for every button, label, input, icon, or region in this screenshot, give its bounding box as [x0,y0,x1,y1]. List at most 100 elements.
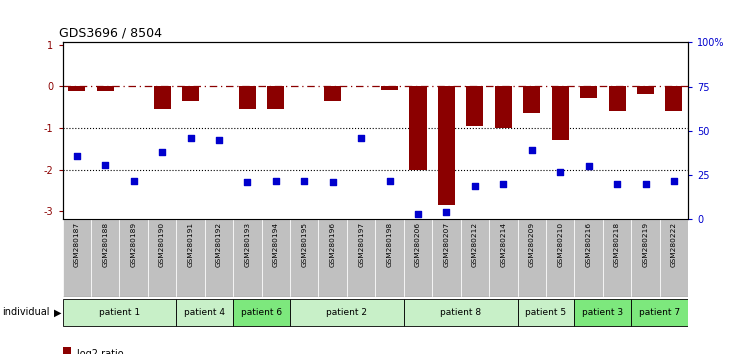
FancyBboxPatch shape [517,298,574,326]
Point [469,183,481,189]
Text: GSM280193: GSM280193 [244,222,250,267]
Bar [154,86,171,109]
Bar [381,86,398,90]
FancyBboxPatch shape [119,219,148,297]
Text: GSM280190: GSM280190 [159,222,165,267]
Bar [609,86,626,111]
FancyBboxPatch shape [546,219,574,297]
Point [99,162,111,167]
FancyBboxPatch shape [574,219,603,297]
Text: GSM280192: GSM280192 [216,222,222,267]
Point [355,135,367,141]
Text: GSM280207: GSM280207 [444,222,450,267]
Point [640,181,651,187]
FancyBboxPatch shape [404,219,432,297]
FancyBboxPatch shape [177,219,205,297]
Bar [495,86,512,128]
Point [270,178,282,183]
Point [668,178,680,183]
FancyBboxPatch shape [233,219,261,297]
Text: patient 8: patient 8 [440,308,481,317]
Bar [467,86,484,126]
Point [412,211,424,217]
Text: GSM280196: GSM280196 [330,222,336,267]
Point [441,210,453,215]
Text: GSM280191: GSM280191 [188,222,194,267]
Bar [239,86,256,109]
Text: patient 3: patient 3 [582,308,623,317]
Bar [438,86,455,205]
FancyBboxPatch shape [319,219,347,297]
FancyBboxPatch shape [63,219,91,297]
Point [498,181,509,187]
Point [526,148,538,153]
FancyBboxPatch shape [404,298,517,326]
Point [583,164,595,169]
Point [71,153,82,159]
FancyBboxPatch shape [489,219,517,297]
FancyBboxPatch shape [261,219,290,297]
Bar [665,86,682,111]
Text: GSM280216: GSM280216 [586,222,592,267]
Bar [637,86,654,94]
Point [128,178,140,183]
Text: patient 7: patient 7 [639,308,680,317]
Text: GSM280218: GSM280218 [614,222,620,267]
FancyBboxPatch shape [233,298,290,326]
FancyBboxPatch shape [290,298,404,326]
FancyBboxPatch shape [631,219,659,297]
FancyBboxPatch shape [461,219,489,297]
Text: patient 1: patient 1 [99,308,140,317]
Point [213,137,225,143]
Text: log2 ratio: log2 ratio [77,349,124,354]
Bar [580,86,597,98]
Point [241,179,253,185]
FancyBboxPatch shape [290,219,319,297]
Text: GSM280206: GSM280206 [415,222,421,267]
Text: GSM280212: GSM280212 [472,222,478,267]
Bar [552,86,569,140]
FancyBboxPatch shape [432,219,461,297]
Bar [96,86,114,91]
Bar [68,86,85,91]
FancyBboxPatch shape [574,298,631,326]
Text: GSM280194: GSM280194 [273,222,279,267]
Point [383,178,395,183]
Text: GSM280210: GSM280210 [557,222,563,267]
Text: individual: individual [2,307,50,318]
Point [327,179,339,185]
Text: GSM280222: GSM280222 [671,222,677,267]
FancyBboxPatch shape [347,219,375,297]
Text: GSM280188: GSM280188 [102,222,108,267]
FancyBboxPatch shape [91,219,119,297]
Point [554,169,566,175]
Bar [267,86,284,109]
Bar [324,86,342,101]
Point [156,149,168,155]
FancyBboxPatch shape [205,219,233,297]
Text: GSM280214: GSM280214 [500,222,506,267]
Text: GSM280198: GSM280198 [386,222,392,267]
Text: patient 4: patient 4 [184,308,225,317]
Text: GSM280195: GSM280195 [301,222,307,267]
FancyBboxPatch shape [375,219,404,297]
Point [185,135,197,141]
Point [298,178,310,183]
Text: GSM280189: GSM280189 [131,222,137,267]
FancyBboxPatch shape [63,298,177,326]
Bar [63,347,71,354]
FancyBboxPatch shape [148,219,177,297]
Text: patient 2: patient 2 [327,308,367,317]
FancyBboxPatch shape [603,219,631,297]
FancyBboxPatch shape [517,219,546,297]
Bar [523,86,540,113]
Text: GSM280219: GSM280219 [643,222,648,267]
FancyBboxPatch shape [177,298,233,326]
Bar [409,86,427,170]
Point [611,181,623,187]
FancyBboxPatch shape [659,219,688,297]
Text: GSM280209: GSM280209 [528,222,535,267]
Bar [182,86,199,101]
Text: GSM280187: GSM280187 [74,222,79,267]
Text: GSM280197: GSM280197 [358,222,364,267]
